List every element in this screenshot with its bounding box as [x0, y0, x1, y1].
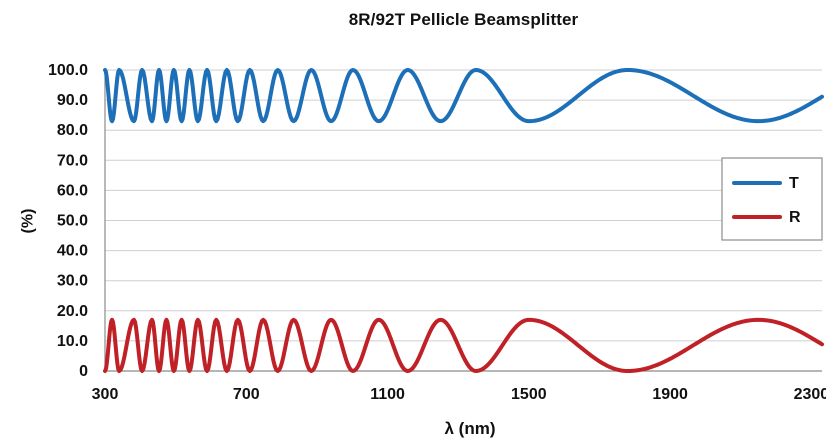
- series-line-t: [103, 68, 824, 124]
- y-tick-label: 50.0: [57, 213, 88, 230]
- x-tick-label: 300: [92, 386, 119, 403]
- chart-title: 8R/92T Pellicle Beamsplitter: [348, 10, 579, 29]
- y-tick-label: 100.0: [48, 62, 88, 79]
- series-line-r: [103, 317, 824, 373]
- y-tick-label: 40.0: [57, 243, 88, 260]
- y-tick-label: 80.0: [57, 122, 88, 139]
- y-tick-label: 70.0: [57, 152, 88, 169]
- legend-label-t: T: [789, 175, 799, 192]
- x-tick-label: 1500: [511, 386, 547, 403]
- y-tick-label: 90.0: [57, 92, 88, 109]
- legend-box: [721, 157, 823, 241]
- legend-label-r: R: [789, 209, 801, 226]
- tick-labels: 0 10.0 20.0 30.0 40.0 50.0 60.0 70.0 80.0 90.0 100…: [48, 62, 826, 403]
- y-tick-label: 0: [79, 363, 88, 380]
- series-lines: [103, 68, 824, 373]
- x-tick-label: 1100: [370, 386, 405, 403]
- x-tick-label: 1900: [652, 386, 688, 403]
- y-tick-label: 20.0: [57, 303, 88, 320]
- x-axis-label: λ (nm): [444, 419, 496, 438]
- x-tick-label: 2300: [794, 386, 826, 403]
- y-tick-label: 30.0: [57, 273, 88, 290]
- x-tick-label: 700: [233, 386, 260, 403]
- legend: TR: [721, 157, 823, 241]
- y-tick-label: 60.0: [57, 182, 88, 199]
- y-tick-label: 10.0: [57, 333, 88, 350]
